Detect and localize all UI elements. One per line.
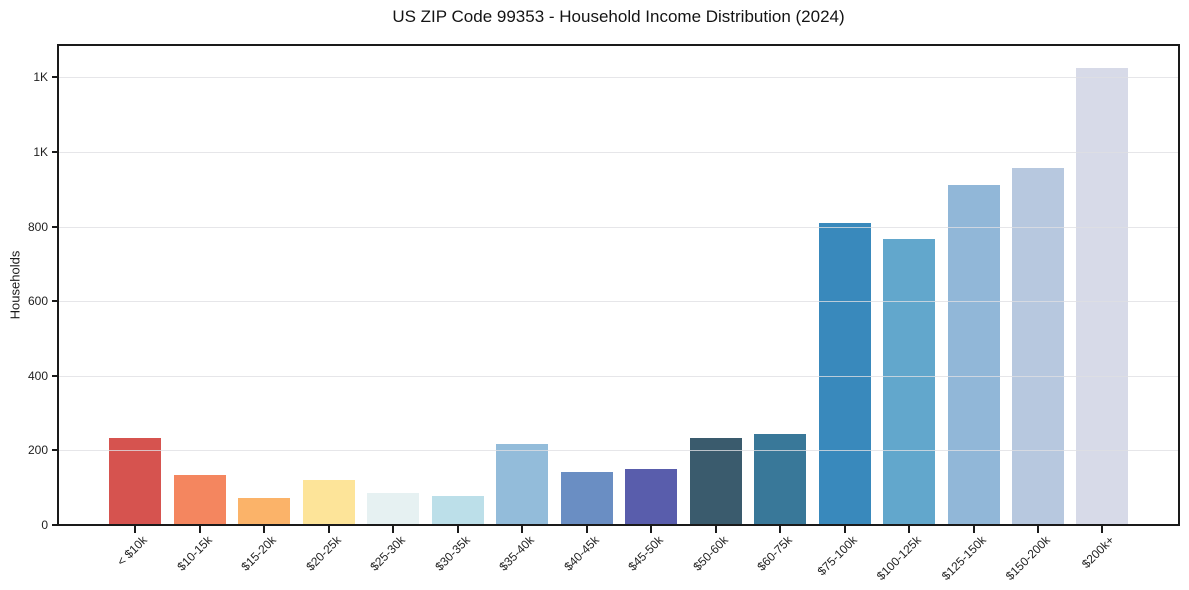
bar-$35-40k — [496, 443, 549, 525]
x-tick-mark — [134, 526, 137, 533]
bar-$15-20k — [238, 498, 291, 525]
bar-$10-15k — [173, 474, 226, 525]
y-tick-label: 0 — [41, 518, 48, 532]
bar-$40-45k — [560, 472, 613, 525]
y-tick-label: 600 — [27, 294, 48, 309]
x-tick-mark — [585, 526, 588, 533]
x-tick-mark — [327, 526, 330, 533]
spine-right — [1178, 44, 1180, 526]
bar-$30-35k — [431, 495, 484, 525]
spine-top — [57, 44, 1180, 46]
x-tick-mark — [908, 526, 911, 533]
gridline — [59, 77, 1178, 79]
y-tick-label: 1K — [33, 70, 48, 85]
y-tick-label: 200 — [27, 443, 48, 458]
x-tick-mark — [456, 526, 459, 533]
y-tick-mark — [52, 524, 59, 526]
x-tick-mark — [198, 526, 201, 533]
bar-$100-125k — [883, 238, 936, 525]
gridline — [59, 301, 1178, 303]
gridline — [59, 375, 1178, 377]
bar-$25-30k — [367, 492, 420, 525]
y-tick-mark — [52, 76, 59, 79]
bar-$150-200k — [1011, 167, 1064, 525]
gridline — [59, 152, 1178, 154]
x-tick-mark — [1101, 526, 1104, 533]
bar-$20-25k — [302, 479, 355, 525]
x-tick-mark — [392, 526, 395, 533]
y-axis-label: Households — [7, 250, 23, 320]
x-tick-mark — [972, 526, 975, 533]
x-tick-mark — [1036, 526, 1039, 533]
spine-bottom — [57, 524, 1180, 526]
x-tick-mark — [714, 526, 717, 533]
bar-< $10k — [109, 437, 162, 525]
x-tick-mark — [843, 526, 846, 533]
bar-$60-75k — [754, 433, 807, 525]
bar-$75-100k — [818, 222, 871, 525]
y-tick-mark — [52, 151, 59, 154]
y-tick-mark — [52, 374, 59, 377]
spine-left — [57, 44, 59, 526]
x-tick-mark — [521, 526, 524, 533]
gridline — [59, 226, 1178, 228]
bar-$200k+ — [1076, 67, 1129, 525]
plot-area — [59, 45, 1178, 525]
chart-title: US ZIP Code 99353 - Household Income Dis… — [392, 7, 845, 26]
gridline — [59, 450, 1178, 452]
bar-$50-60k — [689, 437, 742, 525]
x-tick-mark — [779, 526, 782, 533]
y-tick-label: 400 — [27, 368, 48, 383]
y-tick-mark — [52, 449, 59, 452]
bar-$125-150k — [947, 184, 1000, 525]
y-tick-mark — [52, 225, 59, 228]
y-tick-mark — [52, 300, 59, 303]
x-tick-mark — [263, 526, 266, 533]
x-tick-mark — [650, 526, 653, 533]
y-tick-label: 800 — [27, 219, 48, 234]
bar-$45-50k — [625, 468, 678, 525]
y-tick-label: 1K — [33, 145, 48, 160]
